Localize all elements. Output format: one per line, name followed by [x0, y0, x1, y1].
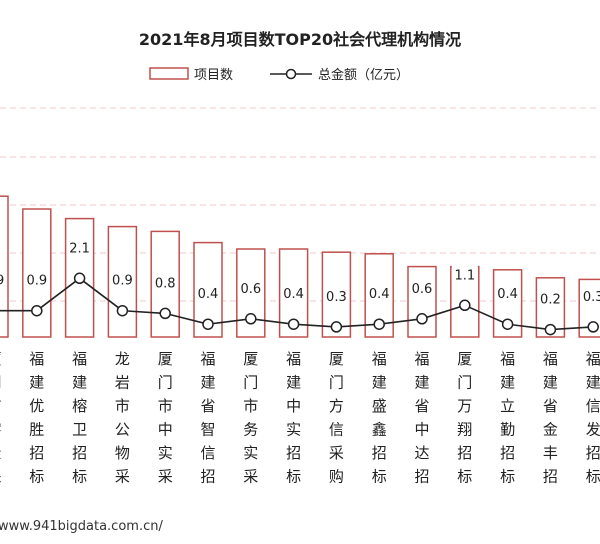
x-axis-label: 厦门万翔招标: [457, 350, 472, 486]
x-axis-label: 福建信发招标: [586, 350, 600, 486]
data-label: 0.2: [540, 293, 561, 308]
legend-line-label: 总金额（亿元）: [318, 67, 409, 83]
x-axis-label: 厦门市务实采: [243, 350, 258, 486]
x-axis-label: 福建榕卫招标: [72, 350, 87, 486]
data-label-bg: [494, 284, 521, 303]
data-label: 2.1: [69, 241, 90, 256]
data-label: 0.8: [155, 276, 176, 291]
x-axis-label: 福建优胜招标: [29, 350, 44, 486]
x-axis-label: 厦门市中实采: [158, 350, 173, 486]
data-label: 0.6: [240, 282, 261, 297]
amount-point: [459, 299, 471, 312]
data-label-bg: [0, 270, 7, 289]
data-label-bg: [409, 278, 435, 297]
data-label: 0.6: [412, 282, 433, 297]
amount-line: [0, 272, 599, 336]
data-label: 0.4: [369, 287, 390, 302]
data-label-bg: [580, 286, 600, 305]
x-axis-label: 厦门方信采购: [329, 350, 344, 486]
data-label-bg: [237, 278, 264, 297]
x-axis-label: 厦门市宇众采: [0, 350, 2, 486]
data-label: 0.9: [0, 274, 4, 289]
amount-point: [544, 323, 557, 336]
legend-line-marker: [285, 68, 297, 80]
amount-point: [116, 304, 129, 317]
amount-point: [373, 318, 385, 330]
x-axis-label: 福建省金丰招: [543, 350, 558, 486]
amount-point: [416, 313, 428, 325]
bar: [407, 265, 437, 338]
amount-point: [587, 321, 599, 333]
data-labels: 0.9 0.9 2.1 0.9 0.8 0.4 0.6 0.4 0.3 0.4 0.6 1.1 0.4 0…: [0, 238, 600, 308]
legend-bar-label: 项目数: [194, 68, 233, 83]
x-axis-label: 福建省智信招: [200, 350, 215, 486]
data-label-bg: [109, 270, 136, 289]
data-label: 0.4: [198, 287, 219, 302]
amount-point: [159, 307, 171, 320]
bars: [0, 195, 600, 338]
data-label: 0.9: [26, 274, 47, 289]
data-label-bg: [451, 265, 478, 284]
amount-point: [245, 313, 257, 325]
data-label-bg: [366, 284, 393, 303]
data-label: 1.1: [454, 268, 475, 283]
amount-point: [202, 318, 214, 330]
amount-point: [287, 318, 300, 330]
data-label: 0.4: [497, 287, 518, 302]
amount-point: [31, 304, 43, 317]
data-label-bg: [280, 284, 307, 303]
data-label-bg: [323, 286, 350, 305]
x-axis-label: 福建盛鑫招标: [372, 350, 387, 486]
legend-bar-swatch: [149, 67, 189, 80]
amount-point: [330, 321, 343, 333]
data-label: 0.9: [112, 274, 133, 289]
chart-title: 2021年8月项目数TOP20社会代理机构情况: [139, 30, 461, 49]
data-label-bg: [195, 284, 221, 303]
x-axis-label: 福建中实招标: [286, 350, 301, 486]
x-axis-label: 福建立勤招标: [500, 350, 515, 486]
bar: [0, 195, 9, 338]
x-axis-label: 福建省中达招: [414, 350, 429, 486]
data-label-bg: [152, 273, 179, 292]
footer-url: www.941bigdata.com.cn/: [0, 519, 163, 534]
data-label: 0.3: [583, 290, 600, 305]
x-axis-label: 龙岩市公物采: [115, 350, 130, 486]
data-label: 0.4: [283, 287, 304, 302]
data-label: 0.3: [326, 290, 347, 305]
legend: 项目数 总金额（亿元）: [149, 67, 409, 83]
x-axis-labels: 厦门市宇众采 福建优胜招标 福建榕卫招标 龙岩市公物采 厦门市中实采 福建省智信招 厦门市务…: [0, 350, 600, 486]
amount-point: [73, 272, 86, 285]
data-label-bg: [537, 289, 564, 308]
data-label-bg: [23, 270, 50, 289]
amount-point: [501, 318, 514, 330]
data-label-bg: [66, 238, 93, 257]
